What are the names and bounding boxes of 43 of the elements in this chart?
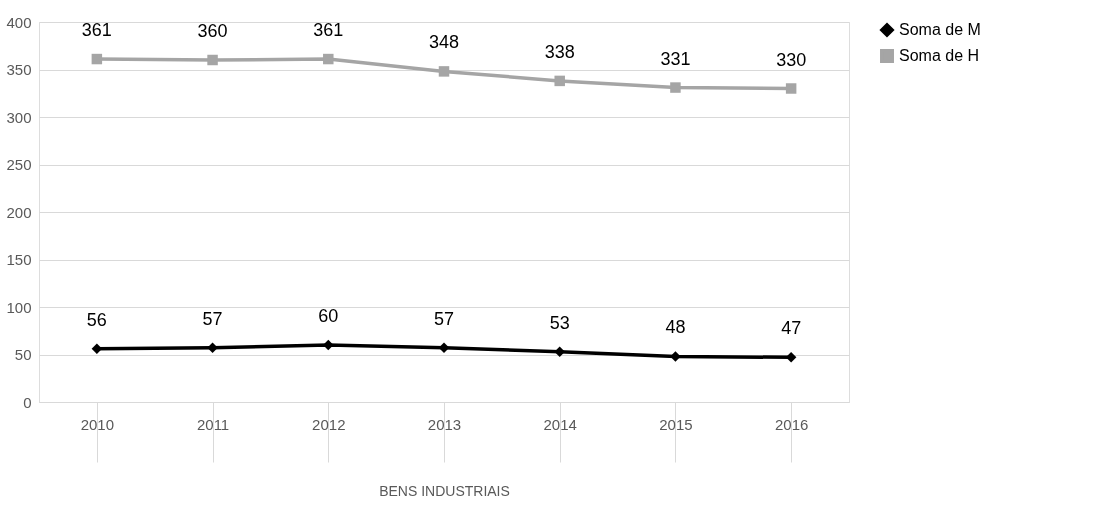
data-label: 360 (197, 21, 228, 41)
y-tick-label: 350 (6, 61, 32, 78)
data-label: 361 (313, 20, 344, 41)
data-label: 60 (318, 306, 339, 326)
y-tick-label: 400 (6, 13, 32, 31)
data-label: 53 (549, 312, 570, 333)
data-label: 56 (86, 309, 107, 330)
x-tick-label: 2012 (312, 415, 346, 433)
legend-label: Soma de M (899, 21, 981, 38)
y-tick-label: 50 (14, 346, 32, 363)
point (554, 75, 565, 87)
data-label: 57 (433, 308, 455, 329)
x-tick-label: 2014 (543, 415, 577, 433)
y-tick-label: 300 (6, 108, 32, 126)
point (207, 342, 218, 354)
data-label: 338 (544, 41, 575, 62)
point (670, 82, 681, 93)
x-tick-label: 2013 (427, 415, 462, 433)
y-tick-label: 250 (6, 156, 32, 173)
legend-label: Soma de H (899, 47, 980, 64)
y-tick-label: 100 (6, 298, 32, 316)
point (323, 53, 334, 65)
point (91, 53, 103, 65)
data-label: 48 (665, 317, 686, 338)
x-tick-label: 2016 (774, 415, 809, 433)
data-label: 348 (428, 32, 460, 53)
point (323, 339, 334, 351)
point (785, 83, 797, 94)
data-label: 330 (776, 49, 807, 70)
point (207, 54, 218, 66)
data-label: 47 (781, 318, 802, 339)
x-tick-label: 2010 (80, 415, 115, 433)
data-label: 361 (81, 20, 112, 41)
point (438, 66, 450, 77)
y-tick-label: 0 (23, 393, 32, 411)
x-tick-label: 2011 (196, 415, 230, 433)
y-tick-label: 200 (6, 203, 32, 221)
y-tick-label: 150 (6, 251, 32, 268)
x-axis-title: BENS INDUSTRIAIS (379, 483, 510, 499)
x-tick-label: 2015 (659, 415, 693, 433)
data-label: 57 (202, 308, 223, 329)
point (554, 346, 565, 357)
data-label: 331 (660, 48, 691, 69)
